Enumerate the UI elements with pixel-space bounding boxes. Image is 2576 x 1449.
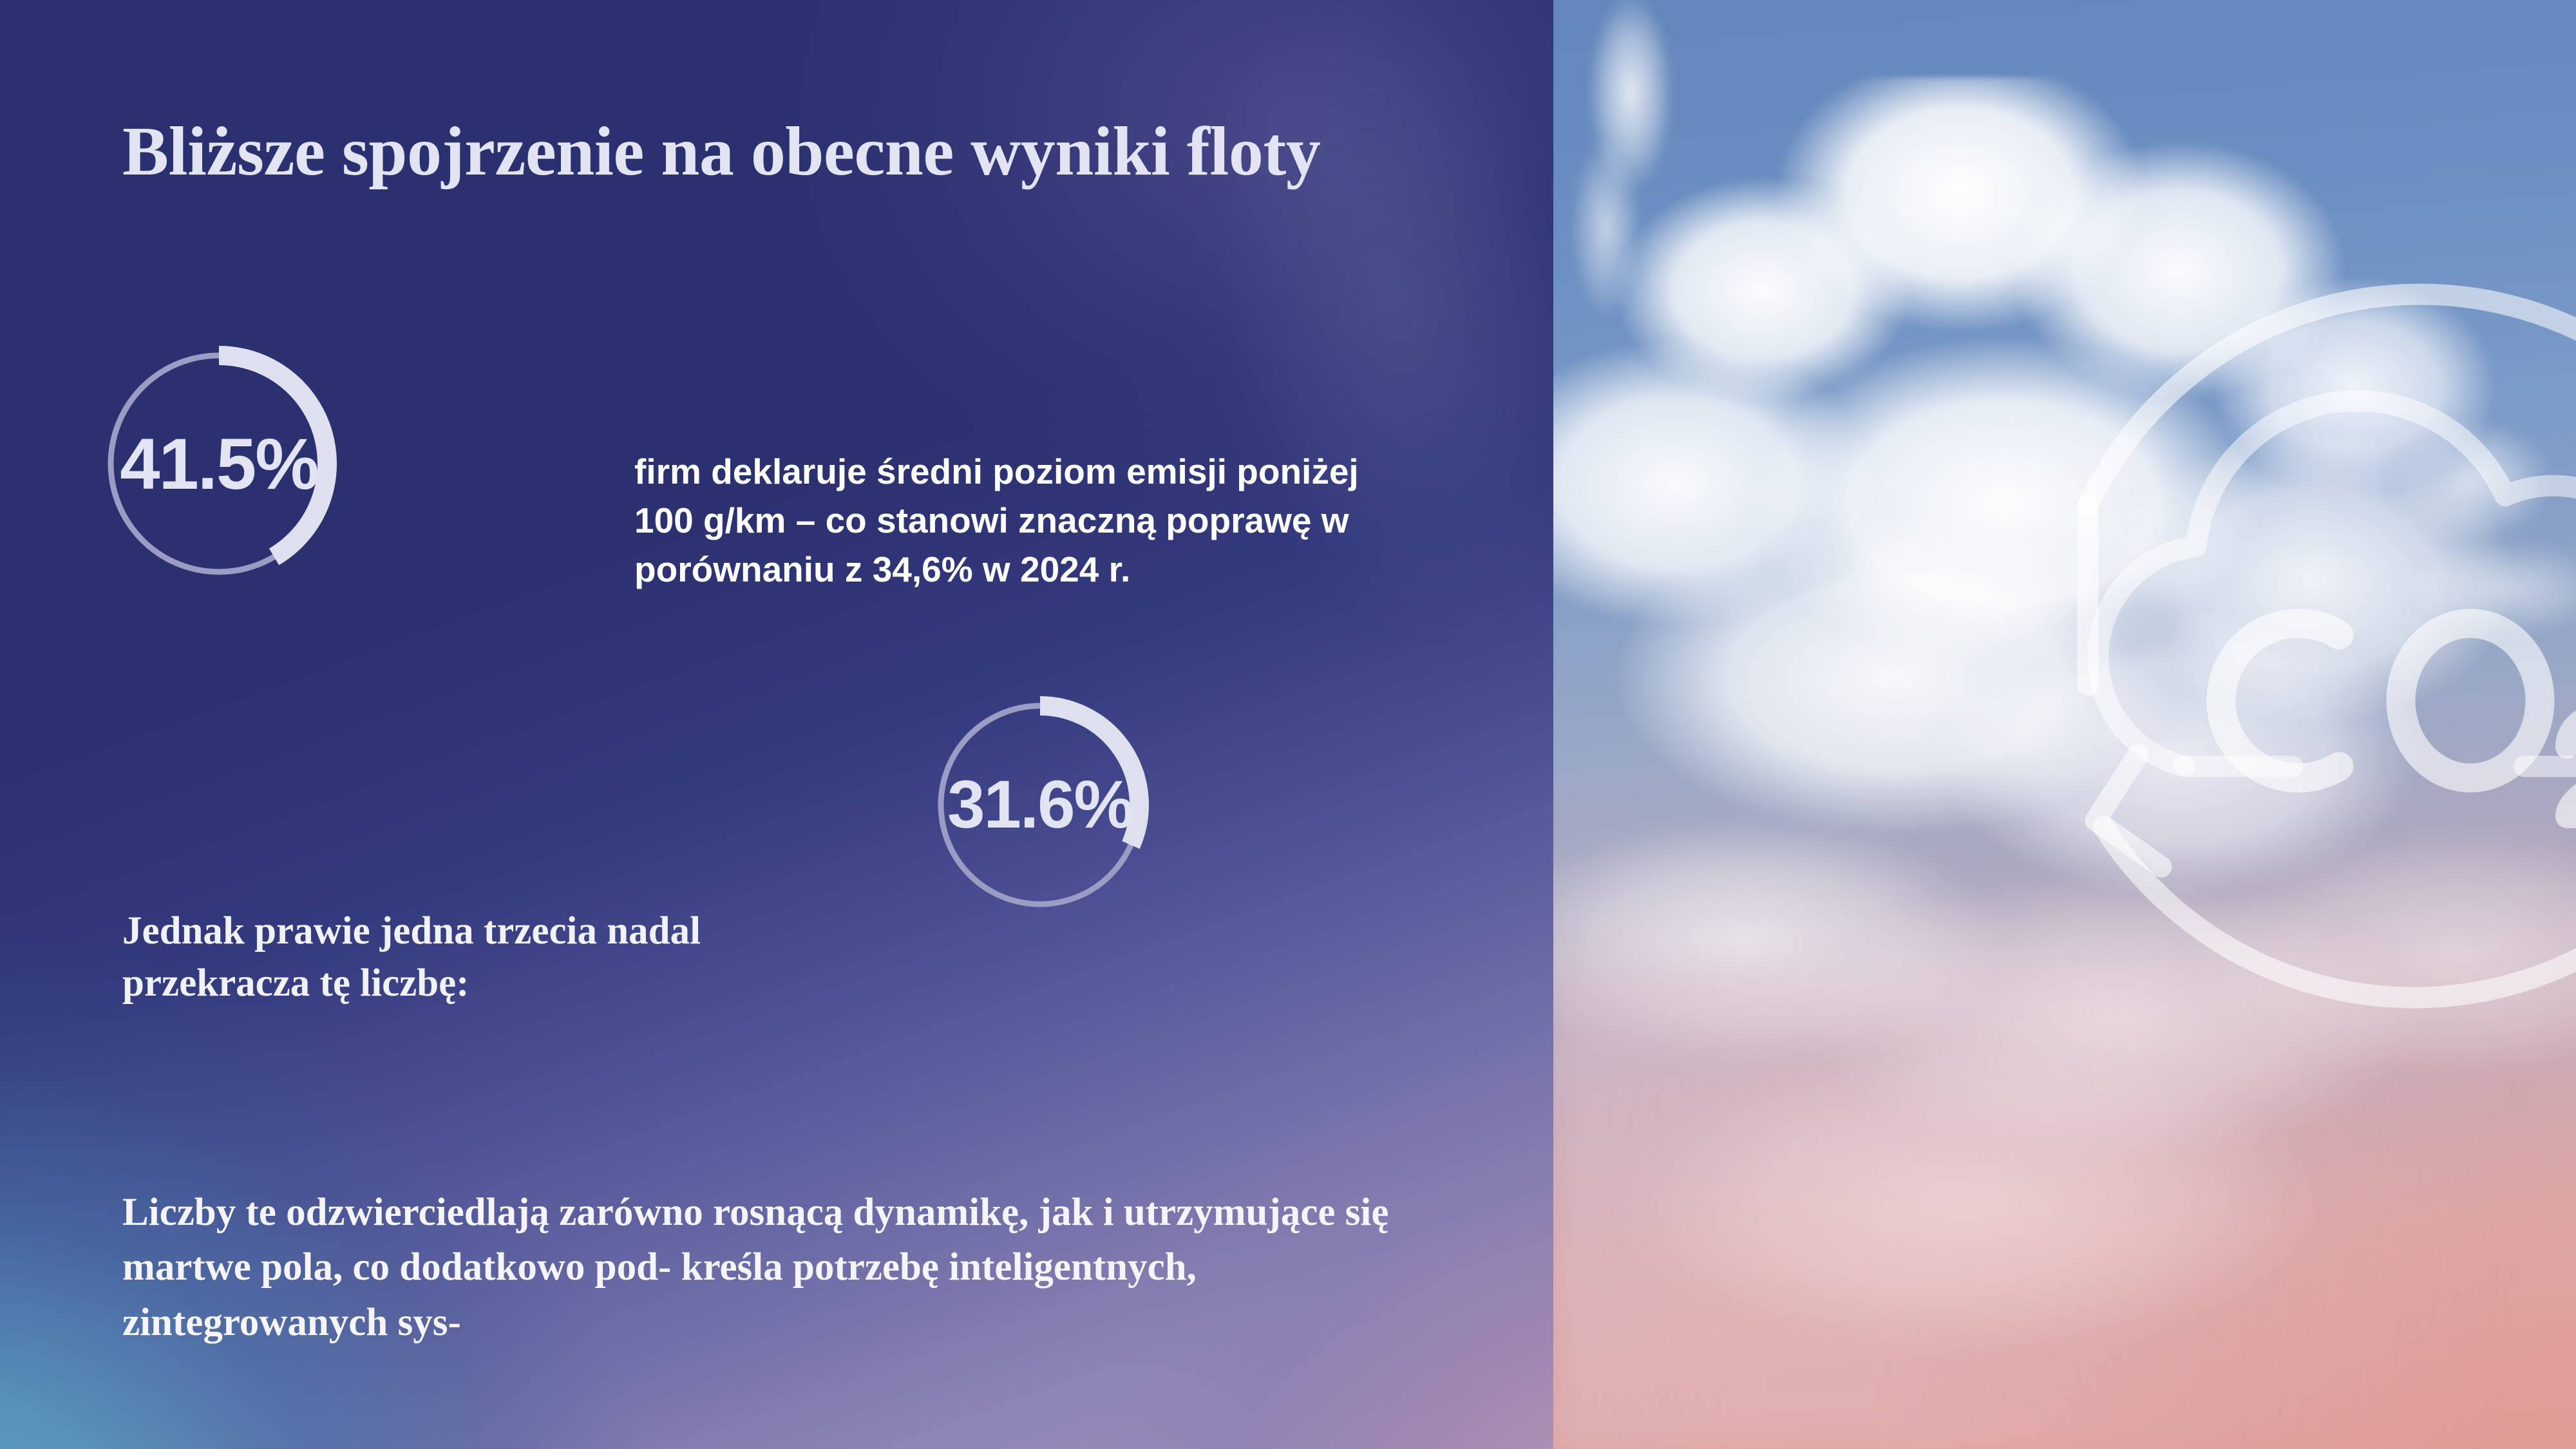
- right-image-panel: ALPHABET: [1553, 0, 2576, 1449]
- donut-value-label: 41.5%: [120, 423, 319, 504]
- co2-letter-c: [2206, 609, 2354, 793]
- co2-cloud-recycle-icon: [1953, 187, 2576, 1114]
- sky-streaks: [1553, 966, 2576, 1449]
- stat-caption-emissions: firm deklaruje średni poziom emisji poni…: [634, 451, 1359, 589]
- donut-chart-exceeds-threshold: 31.6%: [934, 696, 1149, 911]
- recycle-arrow-arc-bottom: [2092, 815, 2576, 1009]
- cloud-lower: [1553, 760, 2576, 1372]
- left-content-panel: Bliższe spojrzenie na obecne wyniki flot…: [0, 0, 1553, 1449]
- bottom-paragraph: Liczby te odzwierciedlają zarówno rosnąc…: [122, 1191, 1389, 1344]
- co2-letter-o: [2386, 609, 2555, 793]
- cloud-wisp-right: [2345, 361, 2576, 696]
- page-title: Bliższe spojrzenie na obecne wyniki flot…: [122, 113, 1321, 190]
- mid-note-text: Jednak prawie jedna trzecia nadal przekr…: [122, 909, 701, 1005]
- recycle-arrow-arc-top: [2077, 283, 2576, 516]
- sky-background: [1553, 0, 2576, 1449]
- donut-value-label: 31.6%: [947, 767, 1134, 842]
- donut-progress-arc: [1039, 696, 1149, 849]
- donut-progress-arc: [218, 346, 337, 565]
- donut-chart-emissions-below-100: 41.5%: [103, 346, 337, 580]
- panel-gradient-mauve: [0, 0, 1553, 1449]
- recycle-arrow-head-bottom: [2085, 744, 2172, 878]
- cloud-outline-path: [2087, 390, 2576, 777]
